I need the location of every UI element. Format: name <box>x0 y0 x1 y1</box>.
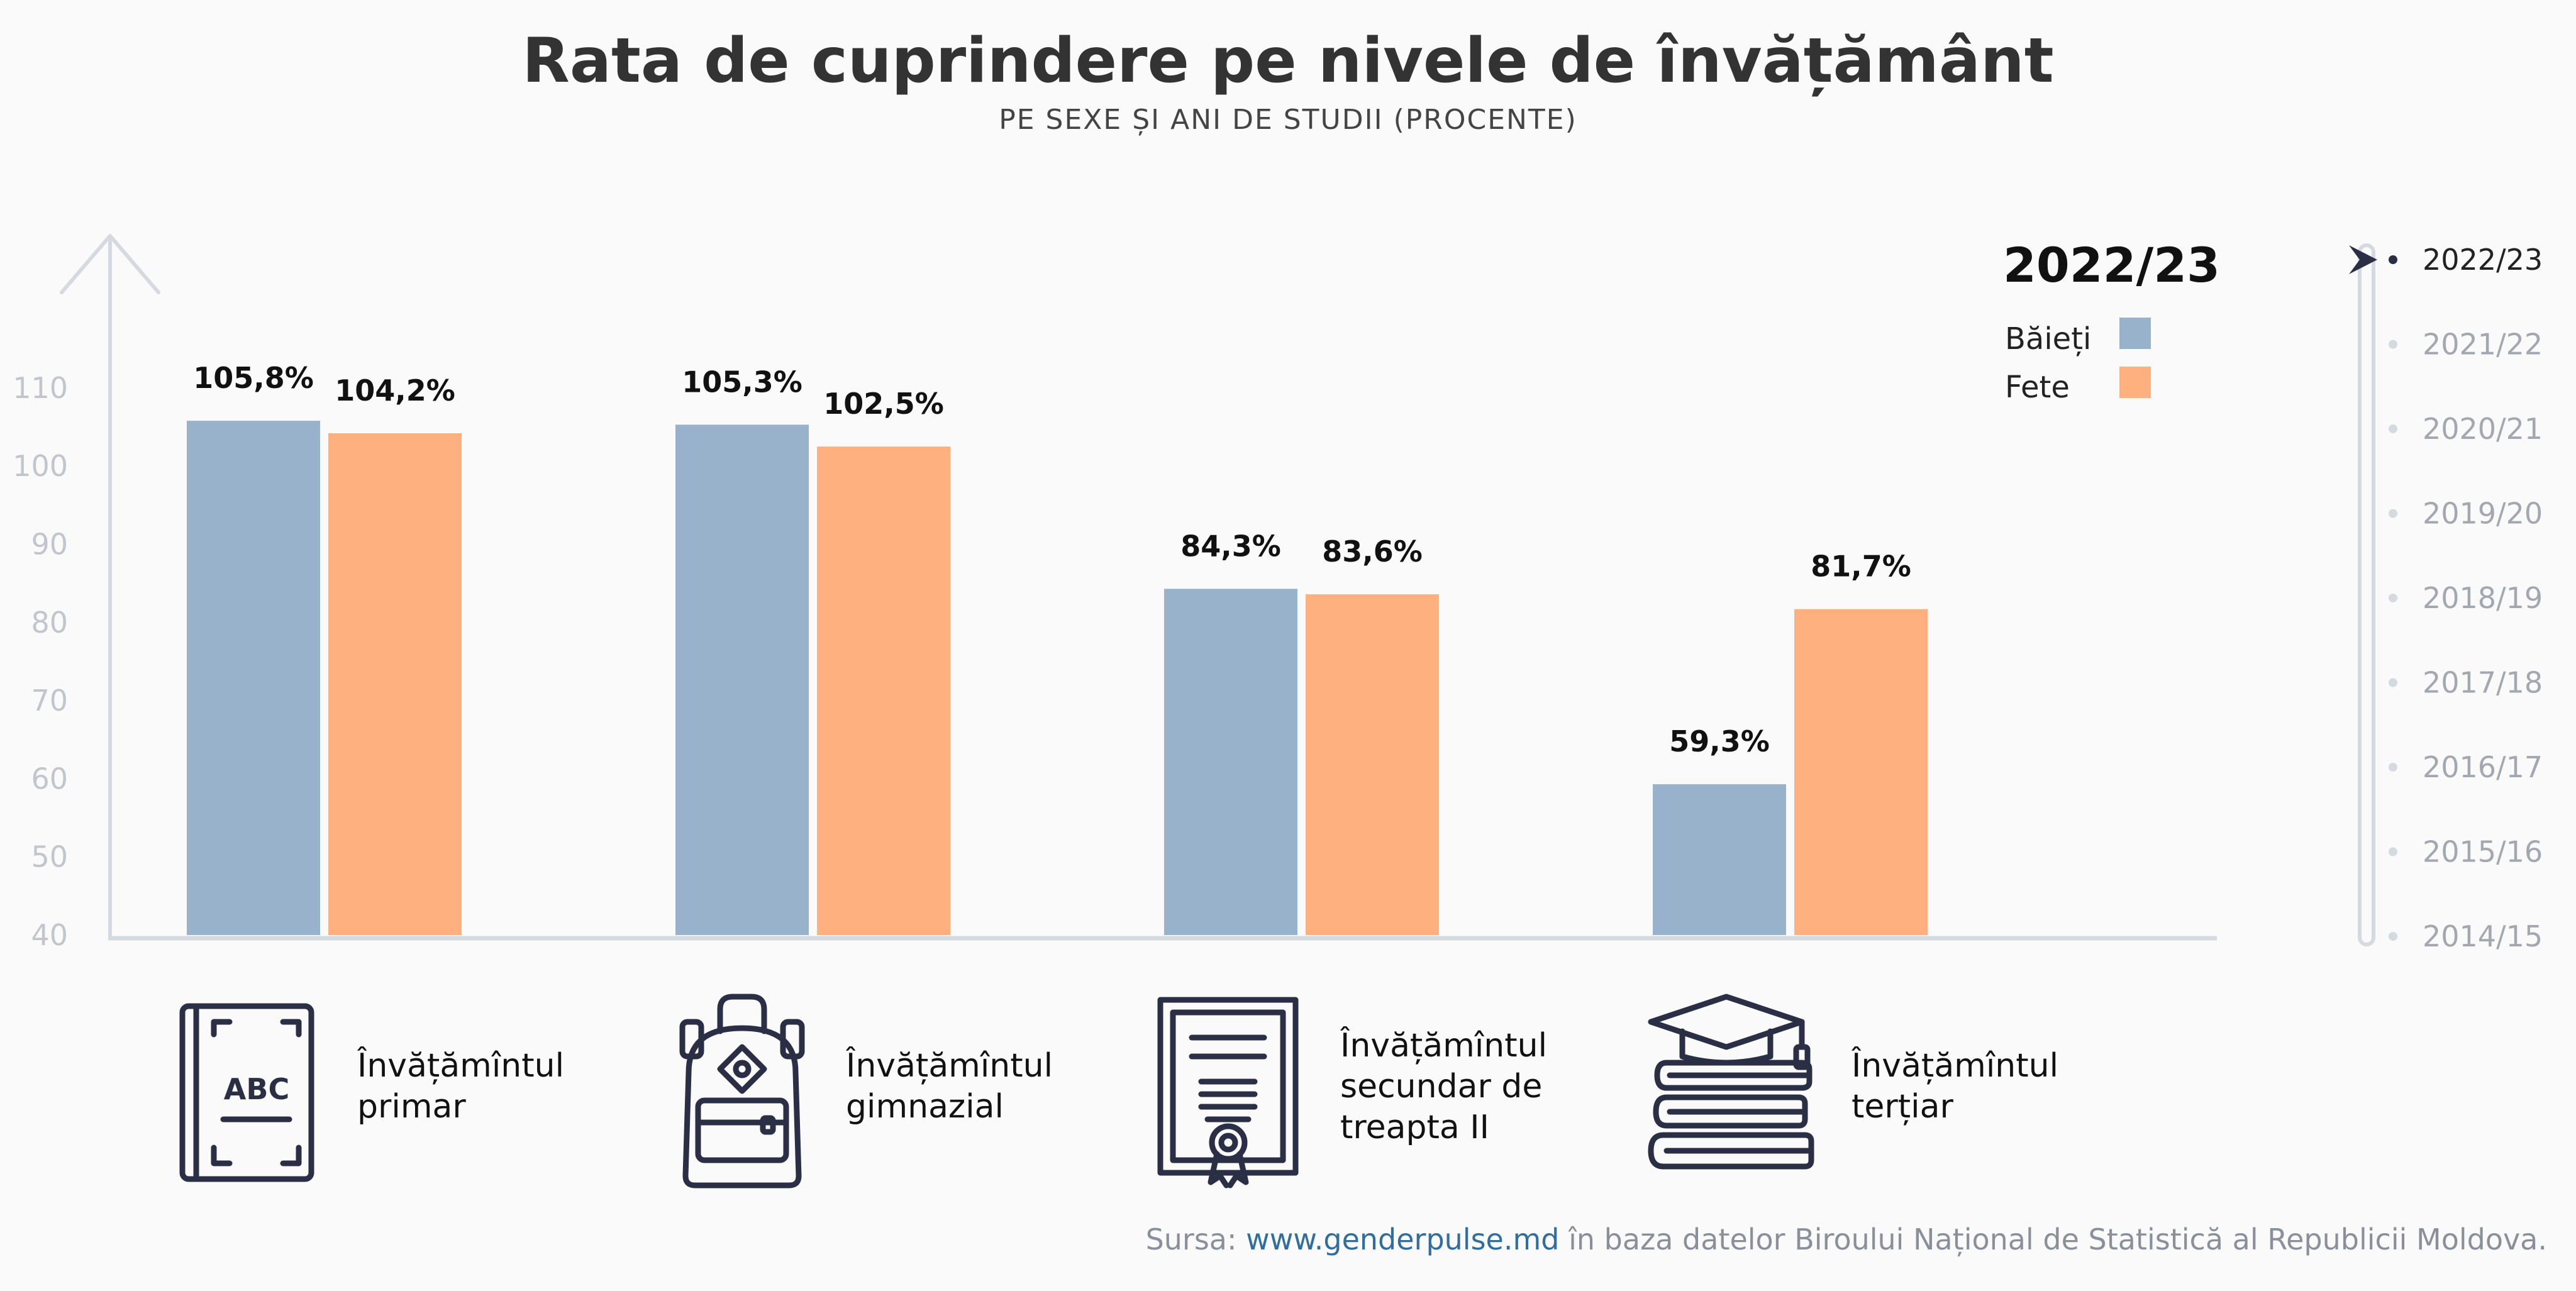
legend: 2022/23 Băieți Fete <box>2003 237 2220 405</box>
category-label-line: Învățămîntul <box>1340 1026 1547 1065</box>
timeline-dot[interactable] <box>2389 509 2397 518</box>
y-tick-label: 50 <box>31 840 68 874</box>
legend-swatch-fete <box>2119 367 2151 398</box>
timeline-year-label[interactable]: 2020/21 <box>2423 412 2543 446</box>
source-prefix: Sursa: <box>1146 1222 1246 1256</box>
timeline-year-item[interactable]: 2022/23 <box>2389 243 2543 277</box>
timeline-dot[interactable] <box>2389 932 2397 941</box>
backpack-icon <box>679 994 805 1188</box>
timeline-year-label[interactable]: 2019/20 <box>2423 497 2543 531</box>
category-label-line: secundar de <box>1340 1068 1542 1105</box>
timeline-dot[interactable] <box>2389 255 2397 264</box>
timeline-year-label[interactable]: 2016/17 <box>2423 750 2543 784</box>
timeline-year-item[interactable]: 2015/16 <box>2389 835 2543 869</box>
category-label-line: terțiar <box>1852 1088 1953 1126</box>
chart-subtitle: PE SEXE ȘI ANI DE STUDII (PROCENTE) <box>999 104 1577 136</box>
category-label-line: Învățămîntul <box>357 1046 564 1085</box>
timeline-year-label[interactable]: 2021/22 <box>2423 328 2543 362</box>
timeline-year-label[interactable]: 2022/23 <box>2423 243 2543 277</box>
bar-baieti <box>187 421 320 935</box>
legend-swatch-baieti <box>2119 318 2151 349</box>
y-tick-labels: 110 100 90 80 70 60 50 40 <box>13 371 68 952</box>
category-label-line: treapta II <box>1340 1109 1489 1146</box>
svg-text:ABC: ABC <box>224 1072 289 1106</box>
legend-label-fete: Fete <box>2005 370 2070 405</box>
category-label-line: gimnazial <box>846 1088 1004 1126</box>
y-tick-label: 100 <box>13 449 68 483</box>
category-label: Învățămîntul gimnazial <box>845 1046 1053 1126</box>
bar-fete <box>1306 594 1439 935</box>
bars <box>187 421 1928 935</box>
timeline-year-item[interactable]: 2016/17 <box>2389 750 2543 784</box>
legend-label-baieti: Băieți <box>2005 321 2091 357</box>
category-label-line: primar <box>357 1088 466 1126</box>
category-label-line: Învățămîntul <box>1851 1046 2058 1085</box>
data-label: 81,7% <box>1811 550 1911 584</box>
data-label: 102,5% <box>823 387 944 421</box>
diploma-icon <box>1157 997 1299 1188</box>
source-suffix: în baza datelor Biroului Național de Sta… <box>1560 1222 2548 1257</box>
data-label: 84,3% <box>1180 529 1281 563</box>
timeline-dot[interactable] <box>2389 340 2397 349</box>
data-label: 105,8% <box>193 361 314 395</box>
category-label: Învățămîntul primar <box>357 1046 564 1126</box>
timeline-year-item[interactable]: 2020/21 <box>2389 412 2543 446</box>
bar-fete <box>328 433 462 935</box>
y-tick-label: 90 <box>31 528 68 562</box>
bar-baieti <box>675 424 809 935</box>
bar-baieti <box>1164 589 1297 935</box>
data-label: 104,2% <box>335 374 455 407</box>
timeline-dot[interactable] <box>2389 424 2397 433</box>
source-note: Sursa: www.genderpulse.md în baza datelo… <box>1146 1222 2547 1257</box>
y-tick-label: 60 <box>31 762 68 795</box>
graduation-books-icon <box>1648 994 1814 1170</box>
timeline-pointer-icon[interactable] <box>2349 245 2377 274</box>
timeline-dot[interactable] <box>2389 594 2397 602</box>
timeline-dot[interactable] <box>2389 847 2397 856</box>
timeline-year-label[interactable]: 2015/16 <box>2423 835 2543 869</box>
timeline-year-item[interactable]: 2021/22 <box>2389 328 2543 362</box>
timeline-year-item[interactable]: 2019/20 <box>2389 497 2543 531</box>
timeline-year-label[interactable]: 2014/15 <box>2423 919 2543 953</box>
source-link[interactable]: www.genderpulse.md <box>1246 1222 1559 1256</box>
y-tick-label: 40 <box>31 918 68 952</box>
data-label: 105,3% <box>682 365 802 399</box>
bar-fete <box>1794 609 1928 935</box>
data-label: 83,6% <box>1322 535 1423 568</box>
data-label: 59,3% <box>1669 724 1770 758</box>
timeline-dot[interactable] <box>2389 678 2397 687</box>
timeline-year-item[interactable]: 2014/15 <box>2389 919 2543 953</box>
category-label: Învățămîntul terțiar <box>1851 1046 2058 1126</box>
bar-baieti <box>1653 784 1786 935</box>
timeline-track[interactable] <box>2358 243 2375 946</box>
y-tick-label: 80 <box>31 606 68 640</box>
year-timeline[interactable]: 2022/23 2021/22 2020/21 2019/20 2018/19 2017/… <box>2349 243 2543 953</box>
chart-title: Rata de cuprindere pe nivele de învățămâ… <box>522 25 2053 97</box>
timeline-year-item[interactable]: 2018/19 <box>2389 581 2543 615</box>
y-tick-label: 110 <box>13 371 68 405</box>
timeline-year-label[interactable]: 2017/18 <box>2423 666 2543 700</box>
timeline-year-item[interactable]: 2017/18 <box>2389 666 2543 700</box>
timeline-dot[interactable] <box>2389 763 2397 772</box>
book-abc-icon: ABC <box>179 1003 314 1182</box>
legend-year: 2022/23 <box>2003 237 2220 293</box>
timeline-year-label[interactable]: 2018/19 <box>2423 581 2543 615</box>
bar-fete <box>817 446 950 935</box>
y-axis <box>60 234 160 938</box>
value-labels: 105,8% 105,3% 84,3% 59,3% 104,2% 102,5% 83,6% 8… <box>193 361 1911 758</box>
category-label: Învățămîntul secundar de treapta II <box>1340 1026 1547 1146</box>
y-tick-label: 70 <box>31 684 68 718</box>
category-label-line: Învățămîntul <box>845 1046 1053 1085</box>
